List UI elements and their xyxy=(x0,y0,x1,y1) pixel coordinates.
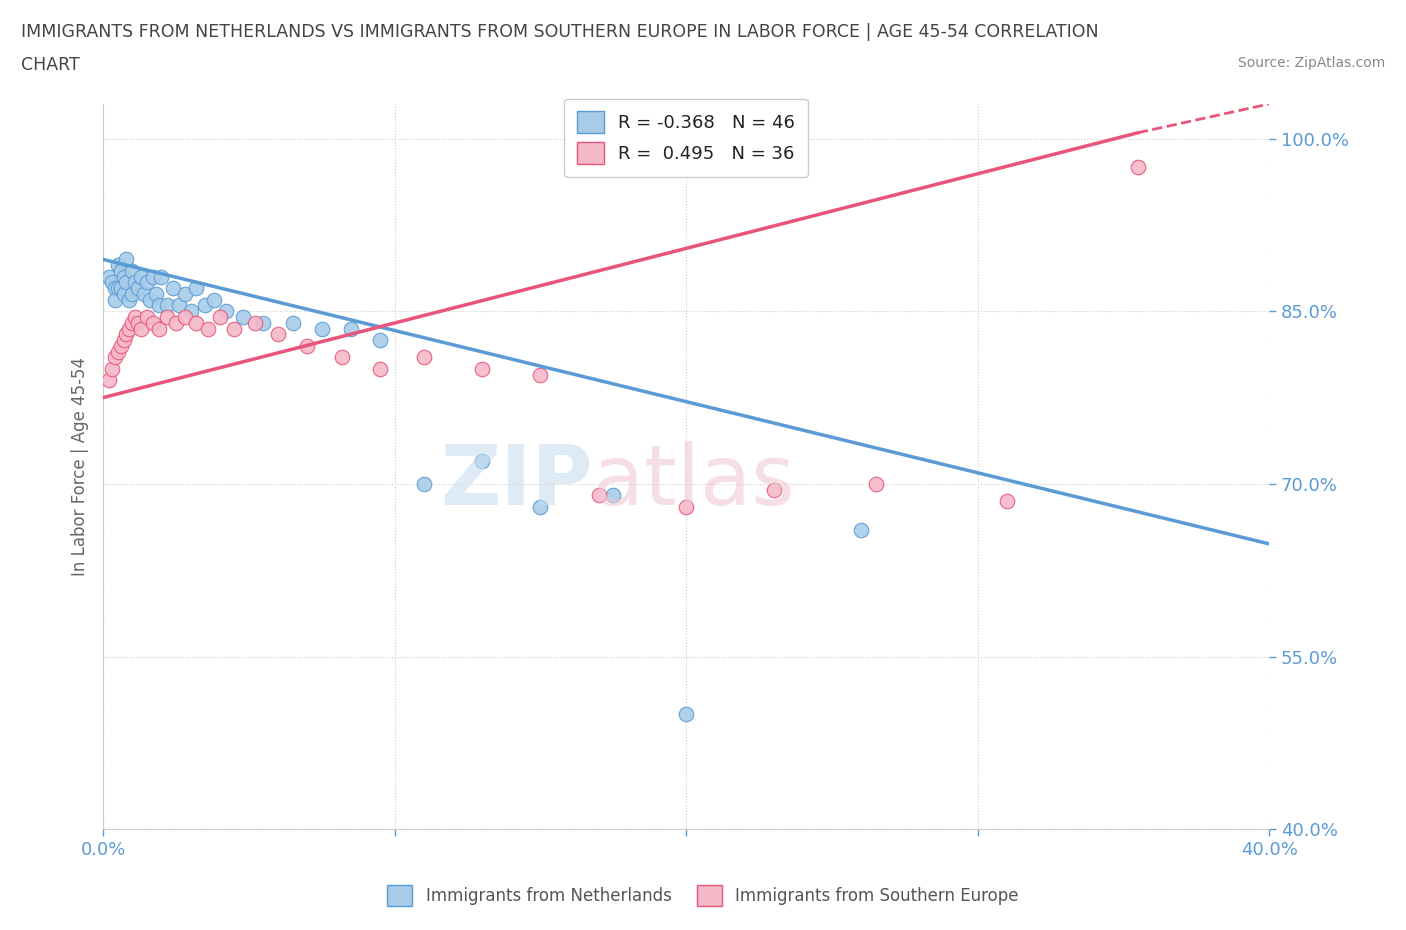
Point xyxy=(865,476,887,491)
Point xyxy=(129,270,152,285)
Point xyxy=(214,304,236,319)
Point xyxy=(412,476,434,491)
Point xyxy=(145,286,167,301)
Point xyxy=(281,315,304,330)
Point xyxy=(162,281,184,296)
Point xyxy=(330,350,353,365)
Point xyxy=(471,454,494,469)
Point xyxy=(112,270,135,285)
Point xyxy=(412,350,434,365)
Point xyxy=(129,321,152,336)
Point xyxy=(97,270,120,285)
Point xyxy=(471,362,494,377)
Point xyxy=(849,523,872,538)
Point xyxy=(675,707,697,722)
Point xyxy=(186,281,208,296)
Point xyxy=(156,310,179,325)
Point xyxy=(121,263,143,278)
Point xyxy=(112,286,135,301)
Point xyxy=(173,286,195,301)
Point xyxy=(124,275,146,290)
Point xyxy=(142,315,165,330)
Point xyxy=(97,373,120,388)
Point xyxy=(148,321,170,336)
Point xyxy=(311,321,333,336)
Point xyxy=(107,344,129,359)
Point xyxy=(121,315,143,330)
Point xyxy=(132,286,155,301)
Point xyxy=(194,298,217,312)
Point xyxy=(252,315,274,330)
Point xyxy=(529,367,551,382)
Point xyxy=(156,298,179,312)
Point xyxy=(148,298,170,312)
Point xyxy=(243,315,266,330)
Point xyxy=(135,275,157,290)
Point xyxy=(224,321,246,336)
Point xyxy=(101,362,124,377)
Text: ZIP: ZIP xyxy=(440,441,593,522)
Point xyxy=(104,292,127,307)
Point xyxy=(267,326,290,341)
Point xyxy=(104,281,127,296)
Point xyxy=(101,275,124,290)
Text: atlas: atlas xyxy=(593,441,794,522)
Point xyxy=(139,292,162,307)
Point xyxy=(110,339,132,353)
Y-axis label: In Labor Force | Age 45-54: In Labor Force | Age 45-54 xyxy=(72,357,89,577)
Point xyxy=(124,310,146,325)
Point xyxy=(340,321,363,336)
Point xyxy=(118,321,141,336)
Point xyxy=(295,339,318,353)
Point xyxy=(197,321,219,336)
Point xyxy=(762,483,785,498)
Point xyxy=(208,310,231,325)
Point xyxy=(115,326,138,341)
Point xyxy=(112,333,135,348)
Point xyxy=(368,333,391,348)
Point xyxy=(110,281,132,296)
Point xyxy=(1126,160,1149,175)
Point xyxy=(588,488,610,503)
Point xyxy=(165,315,187,330)
Point xyxy=(107,281,129,296)
Point xyxy=(104,350,127,365)
Point xyxy=(602,488,624,503)
Legend: R = -0.368   N = 46, R =  0.495   N = 36: R = -0.368 N = 46, R = 0.495 N = 36 xyxy=(564,99,808,177)
Point xyxy=(167,298,190,312)
Point xyxy=(675,499,697,514)
Point xyxy=(115,252,138,267)
Point xyxy=(142,270,165,285)
Point xyxy=(173,310,195,325)
Point xyxy=(186,315,208,330)
Point xyxy=(202,292,225,307)
Point xyxy=(107,258,129,272)
Text: Source: ZipAtlas.com: Source: ZipAtlas.com xyxy=(1237,56,1385,70)
Text: CHART: CHART xyxy=(21,56,80,73)
Point xyxy=(529,499,551,514)
Legend: Immigrants from Netherlands, Immigrants from Southern Europe: Immigrants from Netherlands, Immigrants … xyxy=(381,879,1025,912)
Point xyxy=(135,310,157,325)
Point xyxy=(232,310,254,325)
Point xyxy=(115,275,138,290)
Point xyxy=(150,270,173,285)
Point xyxy=(121,286,143,301)
Point xyxy=(180,304,202,319)
Point xyxy=(127,315,149,330)
Text: IMMIGRANTS FROM NETHERLANDS VS IMMIGRANTS FROM SOUTHERN EUROPE IN LABOR FORCE | : IMMIGRANTS FROM NETHERLANDS VS IMMIGRANT… xyxy=(21,23,1098,41)
Point xyxy=(118,292,141,307)
Point xyxy=(110,263,132,278)
Point xyxy=(368,362,391,377)
Point xyxy=(995,494,1018,509)
Point xyxy=(127,281,149,296)
